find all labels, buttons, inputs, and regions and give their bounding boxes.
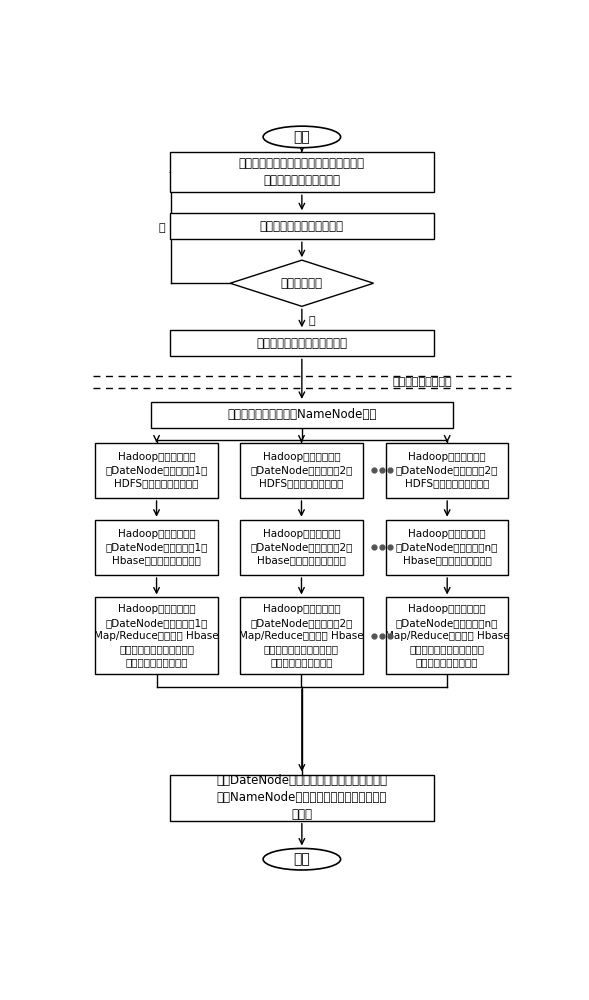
Text: Hadoop云计算平台中
的DateNode节点计算机n的
Hbase对数据进行数据存储: Hadoop云计算平台中 的DateNode节点计算机n的 Hbase对数据进行… <box>396 529 498 566</box>
Text: 远方终端获取电网电气量信息: 远方终端获取电网电气量信息 <box>256 337 348 350</box>
Text: Hadoop云计算平台中
的DateNode节点计算机1的
HDFS对数据进行文件存储: Hadoop云计算平台中 的DateNode节点计算机1的 HDFS对数据进行文… <box>105 452 208 489</box>
Text: 电网发生故障: 电网发生故障 <box>281 277 323 290</box>
Polygon shape <box>230 260 373 306</box>
Text: 各个DateNode节点将确定的故障电网线路集传
输至NameNode节点进行电网线路故障诊断结
果显示: 各个DateNode节点将确定的故障电网线路集传 输至NameNode节点进行电… <box>216 774 388 821</box>
Bar <box>386 597 508 674</box>
Bar <box>240 443 363 498</box>
Text: Hadoop云计算平台中
的DateNode节点计算机2的
HDFS对数据进行文件存储: Hadoop云计算平台中 的DateNode节点计算机2的 HDFS对数据进行文… <box>250 452 353 489</box>
Bar <box>386 520 508 575</box>
Bar <box>386 443 508 498</box>
Bar <box>170 152 434 192</box>
Text: 否: 否 <box>158 223 165 233</box>
Text: Hadoop云计算平台中
的DateNode节点计算机n的
Map/Reduce并行处理 Hbase
存储的电网线路的电气量信
息，进行电网故障诊断: Hadoop云计算平台中 的DateNode节点计算机n的 Map/Reduce… <box>385 604 509 667</box>
Text: 电压互感器和电流互感器分别实时各采集
电网线路上的电压和电流: 电压互感器和电流互感器分别实时各采集 电网线路上的电压和电流 <box>239 157 365 187</box>
Text: 经过变送器传输至远方终端: 经过变送器传输至远方终端 <box>260 220 344 233</box>
Text: Hadoop云计算平台中
的DateNode节点计算机2的
Hbase对数据进行数据存储: Hadoop云计算平台中 的DateNode节点计算机2的 Hbase对数据进行… <box>250 529 353 566</box>
Ellipse shape <box>263 848 340 870</box>
Text: Hadoop云计算平台中
的DateNode节点计算机1的
Hbase对数据进行数据存储: Hadoop云计算平台中 的DateNode节点计算机1的 Hbase对数据进行… <box>105 529 208 566</box>
Bar <box>170 774 434 821</box>
Ellipse shape <box>263 126 340 148</box>
Text: Hadoop云计算平台中
的DateNode节点计算机1的
Map/Reduce并行处理 Hbase
存储的电网线路的电气量信
息，进行电网故障诊断: Hadoop云计算平台中 的DateNode节点计算机1的 Map/Reduce… <box>94 604 219 667</box>
Text: Hadoop云计算平台中
的DateNode节点计算机2的
Map/Reduce并行处理 Hbase
存储的电网线路的电气量信
息，进行电网故障诊断: Hadoop云计算平台中 的DateNode节点计算机2的 Map/Reduce… <box>239 604 364 667</box>
Bar <box>170 213 434 239</box>
Text: 开始: 开始 <box>293 130 310 144</box>
Text: 通过调制解调器输送至NameNode节点: 通过调制解调器输送至NameNode节点 <box>227 408 376 421</box>
Bar <box>151 402 453 428</box>
Bar <box>95 520 218 575</box>
Text: Hadoop云计算平台中
的DateNode节点计算机2的
HDFS对数据进行文件存储: Hadoop云计算平台中 的DateNode节点计算机2的 HDFS对数据进行文… <box>396 452 498 489</box>
Text: 光纤通信的信道设备: 光纤通信的信道设备 <box>392 377 452 387</box>
Text: 是: 是 <box>308 316 315 326</box>
Bar <box>170 330 434 356</box>
Bar <box>95 443 218 498</box>
Bar <box>240 597 363 674</box>
Text: 结束: 结束 <box>293 852 310 866</box>
Bar <box>240 520 363 575</box>
Bar <box>95 597 218 674</box>
